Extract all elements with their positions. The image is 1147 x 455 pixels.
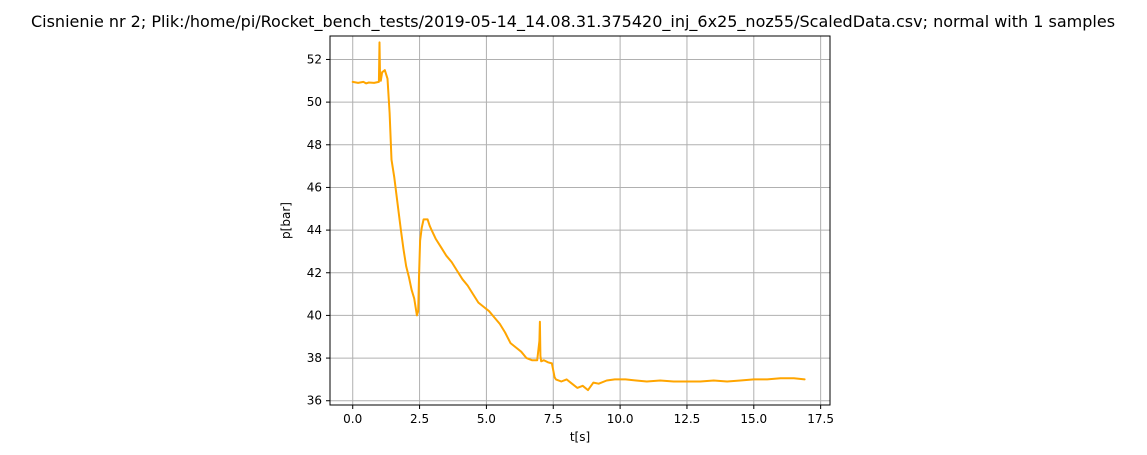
y-tick-label: 36 [307, 394, 322, 408]
x-tick-label: 12.5 [674, 412, 701, 426]
grid [330, 36, 830, 405]
x-tick-label: 2.5 [410, 412, 429, 426]
chart-title: Cisnienie nr 2; Plik:/home/pi/Rocket_ben… [31, 12, 1115, 32]
y-tick-label: 48 [307, 138, 322, 152]
y-tick-label: 50 [307, 95, 322, 109]
x-tick-label: 5.0 [477, 412, 496, 426]
plot-frame [329, 35, 831, 406]
y-tick-label: 52 [307, 52, 322, 66]
y-tick-label: 44 [307, 223, 322, 237]
x-axis-label: t[s] [570, 430, 590, 444]
x-tick-label: 15.0 [740, 412, 767, 426]
x-tick-label: 7.5 [544, 412, 563, 426]
x-tick-label: 17.5 [807, 412, 834, 426]
y-axis: 36 38 40 42 44 46 48 50 52 [307, 52, 330, 408]
y-tick-label: 42 [307, 266, 322, 280]
y-tick-label: 38 [307, 351, 322, 365]
y-tick-label: 46 [307, 180, 322, 194]
x-tick-label: 0.0 [343, 412, 362, 426]
series-line [351, 41, 806, 392]
y-axis-label: p[bar] [279, 202, 293, 239]
x-tick-label: 10.0 [607, 412, 634, 426]
series-group [351, 41, 806, 392]
y-tick-label: 40 [307, 308, 322, 322]
x-axis: 0.0 2.5 5.0 7.5 10.0 12.5 15.0 17.5 [343, 405, 834, 426]
